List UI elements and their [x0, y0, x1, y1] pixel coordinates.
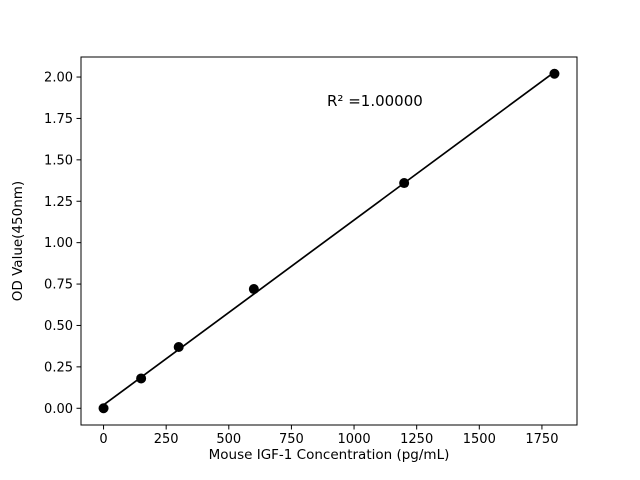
x-tick-label: 750 [279, 432, 304, 447]
y-tick-label: 0.75 [44, 278, 73, 293]
plot-frame [80, 56, 578, 426]
x-tick-label: 500 [216, 432, 241, 447]
y-tick-label: 1.25 [44, 195, 73, 210]
y-tick-label: 0.25 [44, 360, 73, 375]
data-point [173, 341, 184, 352]
x-tick-label: 1500 [463, 432, 496, 447]
x-tick-label: 1000 [338, 432, 371, 447]
y-tick-label: 0.50 [44, 319, 73, 334]
x-axis-label: Mouse IGF-1 Concentration (pg/mL) [209, 447, 450, 463]
x-tick-label: 0 [99, 432, 107, 447]
data-point [136, 373, 147, 384]
data-point [98, 403, 109, 414]
y-tick-label: 1.00 [44, 236, 73, 251]
plot-area: 0 250 500 750 1000 1250 1500 1750 0.00 0.25 0.50 0.… [44, 56, 578, 447]
data-point [549, 68, 560, 79]
y-tick-label: 1.75 [44, 112, 73, 127]
r-squared-annotation: R² =1.00000 [327, 92, 423, 110]
y-axis-label: OD Value(450nm) [10, 181, 26, 301]
y-tick-label: 1.50 [44, 153, 73, 168]
data-point [248, 284, 259, 295]
y-tick-label: 2.00 [44, 71, 73, 86]
x-tick-label: 1750 [525, 432, 558, 447]
y-tick-label: 0.00 [44, 402, 73, 417]
data-point [399, 178, 410, 189]
x-tick-label: 1250 [400, 432, 433, 447]
fit-line [103, 71, 555, 406]
x-tick-label: 250 [154, 432, 179, 447]
